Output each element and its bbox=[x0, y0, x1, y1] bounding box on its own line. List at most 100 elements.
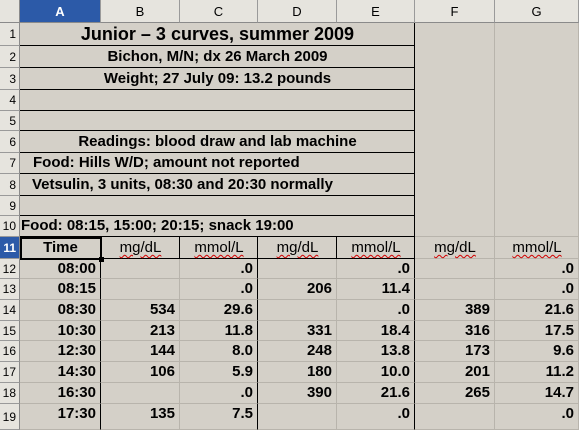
row-header-15[interactable]: 15 bbox=[0, 321, 20, 341]
cell-a3-merged[interactable]: Weight; 27 July 09: 13.2 pounds bbox=[20, 68, 415, 90]
row-header-18[interactable]: 18 bbox=[0, 383, 20, 404]
cell-f19[interactable] bbox=[415, 404, 495, 430]
row-header-14[interactable]: 14 bbox=[0, 300, 20, 321]
cell-f13[interactable] bbox=[415, 279, 495, 300]
cell-g16[interactable]: 9.6 bbox=[495, 341, 579, 362]
cell-f16[interactable]: 173 bbox=[415, 341, 495, 362]
cell-a9-merged[interactable] bbox=[20, 196, 415, 216]
cell-c19[interactable]: 7.5 bbox=[180, 404, 258, 430]
cell-c14[interactable]: 29.6 bbox=[180, 300, 258, 321]
row-header-8[interactable]: 8 bbox=[0, 174, 20, 196]
row-header-13[interactable]: 13 bbox=[0, 279, 20, 300]
cell-g18[interactable]: 14.7 bbox=[495, 383, 579, 404]
row-header-17[interactable]: 17 bbox=[0, 362, 20, 383]
cell-g19[interactable]: .0 bbox=[495, 404, 579, 430]
active-cell-cursor[interactable] bbox=[20, 237, 102, 260]
cell-f12[interactable] bbox=[415, 259, 495, 279]
cell-g1-g10[interactable] bbox=[495, 23, 579, 237]
cell-a15[interactable]: 10:30 bbox=[20, 321, 101, 341]
cell-b15[interactable]: 213 bbox=[101, 321, 180, 341]
cell-f14[interactable]: 389 bbox=[415, 300, 495, 321]
cell-a14[interactable]: 08:30 bbox=[20, 300, 101, 321]
cell-b13[interactable] bbox=[101, 279, 180, 300]
cell-a4-merged[interactable] bbox=[20, 90, 415, 111]
cell-d12[interactable] bbox=[258, 259, 337, 279]
column-header-d[interactable]: D bbox=[258, 0, 337, 23]
cell-b17[interactable]: 106 bbox=[101, 362, 180, 383]
cell-e17[interactable]: 10.0 bbox=[337, 362, 415, 383]
cell-c11[interactable]: mmol/L bbox=[180, 237, 258, 259]
row-header-12[interactable]: 12 bbox=[0, 259, 20, 279]
cell-f15[interactable]: 316 bbox=[415, 321, 495, 341]
row-header-6[interactable]: 6 bbox=[0, 131, 20, 153]
column-header-b[interactable]: B bbox=[101, 0, 180, 23]
row-header-16[interactable]: 16 bbox=[0, 341, 20, 362]
column-header-f[interactable]: F bbox=[415, 0, 495, 23]
cell-e12[interactable]: .0 bbox=[337, 259, 415, 279]
cell-b18[interactable] bbox=[101, 383, 180, 404]
cell-c12[interactable]: .0 bbox=[180, 259, 258, 279]
cell-e18[interactable]: 21.6 bbox=[337, 383, 415, 404]
cell-b14[interactable]: 534 bbox=[101, 300, 180, 321]
cell-c15[interactable]: 11.8 bbox=[180, 321, 258, 341]
cell-e15[interactable]: 18.4 bbox=[337, 321, 415, 341]
column-header-a[interactable]: A bbox=[20, 0, 101, 23]
row-header-11[interactable]: 11 bbox=[0, 237, 20, 259]
cell-c17[interactable]: 5.9 bbox=[180, 362, 258, 383]
cell-c16[interactable]: 8.0 bbox=[180, 341, 258, 362]
cell-d11[interactable]: mg/dL bbox=[258, 237, 337, 259]
cell-d14[interactable] bbox=[258, 300, 337, 321]
row-header-10[interactable]: 10 bbox=[0, 216, 20, 237]
cell-c18[interactable]: .0 bbox=[180, 383, 258, 404]
cell-g11[interactable]: mmol/L bbox=[495, 237, 579, 259]
cell-d18[interactable]: 390 bbox=[258, 383, 337, 404]
cell-g12[interactable]: .0 bbox=[495, 259, 579, 279]
row-header-2[interactable]: 2 bbox=[0, 46, 20, 68]
cell-a6-merged[interactable]: Readings: blood draw and lab machine bbox=[20, 131, 415, 153]
cell-a19[interactable]: 17:30 bbox=[20, 404, 101, 430]
fill-handle[interactable] bbox=[99, 257, 104, 262]
column-header-e[interactable]: E bbox=[337, 0, 415, 23]
cell-d16[interactable]: 248 bbox=[258, 341, 337, 362]
select-all-corner[interactable] bbox=[0, 0, 20, 23]
cell-a5-merged[interactable] bbox=[20, 111, 415, 131]
cell-g15[interactable]: 17.5 bbox=[495, 321, 579, 341]
row-header-5[interactable]: 5 bbox=[0, 111, 20, 131]
cell-a17[interactable]: 14:30 bbox=[20, 362, 101, 383]
cell-e16[interactable]: 13.8 bbox=[337, 341, 415, 362]
cell-d13[interactable]: 206 bbox=[258, 279, 337, 300]
cell-a1-merged[interactable]: Junior – 3 curves, summer 2009 bbox=[20, 23, 415, 46]
cell-e19[interactable]: .0 bbox=[337, 404, 415, 430]
row-header-7[interactable]: 7 bbox=[0, 153, 20, 174]
cell-a12[interactable]: 08:00 bbox=[20, 259, 101, 279]
cell-e13[interactable]: 11.4 bbox=[337, 279, 415, 300]
cell-a16[interactable]: 12:30 bbox=[20, 341, 101, 362]
cell-g17[interactable]: 11.2 bbox=[495, 362, 579, 383]
cell-d17[interactable]: 180 bbox=[258, 362, 337, 383]
cell-a7-merged[interactable]: Food: Hills W/D; amount not reported bbox=[20, 153, 415, 174]
row-header-9[interactable]: 9 bbox=[0, 196, 20, 216]
cell-b19[interactable]: 135 bbox=[101, 404, 180, 430]
cell-b16[interactable]: 144 bbox=[101, 341, 180, 362]
row-header-4[interactable]: 4 bbox=[0, 90, 20, 111]
cell-a2-merged[interactable]: Bichon, M/N; dx 26 March 2009 bbox=[20, 46, 415, 68]
cell-b12[interactable] bbox=[101, 259, 180, 279]
row-header-3[interactable]: 3 bbox=[0, 68, 20, 90]
cell-e14[interactable]: .0 bbox=[337, 300, 415, 321]
cell-f18[interactable]: 265 bbox=[415, 383, 495, 404]
cell-b11[interactable]: mg/dL bbox=[101, 237, 180, 259]
row-header-1[interactable]: 1 bbox=[0, 23, 20, 46]
cell-d15[interactable]: 331 bbox=[258, 321, 337, 341]
column-header-g[interactable]: G bbox=[495, 0, 579, 23]
cell-d19[interactable] bbox=[258, 404, 337, 430]
cell-c13[interactable]: .0 bbox=[180, 279, 258, 300]
cell-a10-merged[interactable]: Food: 08:15, 15:00; 20:15; snack 19:00 bbox=[20, 216, 415, 237]
row-header-19[interactable]: 19 bbox=[0, 404, 20, 430]
cell-a8-merged[interactable]: Vetsulin, 3 units, 08:30 and 20:30 norma… bbox=[20, 174, 415, 196]
cell-a18[interactable]: 16:30 bbox=[20, 383, 101, 404]
cell-a13[interactable]: 08:15 bbox=[20, 279, 101, 300]
cell-f1-f10[interactable] bbox=[415, 23, 495, 237]
cell-e11[interactable]: mmol/L bbox=[337, 237, 415, 259]
cell-grid[interactable]: Junior – 3 curves, summer 2009 Bichon, M… bbox=[20, 23, 579, 430]
cell-g14[interactable]: 21.6 bbox=[495, 300, 579, 321]
